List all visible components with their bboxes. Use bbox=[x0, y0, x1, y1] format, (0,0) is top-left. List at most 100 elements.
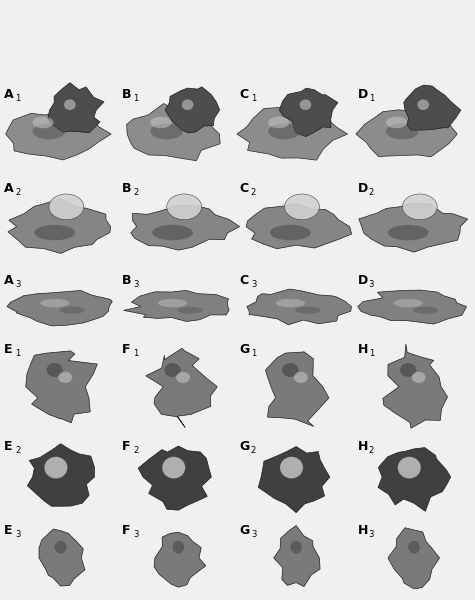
Ellipse shape bbox=[270, 225, 311, 241]
Text: 3: 3 bbox=[369, 530, 374, 539]
Polygon shape bbox=[404, 85, 461, 130]
Polygon shape bbox=[8, 199, 111, 253]
Polygon shape bbox=[154, 532, 206, 587]
Text: C: C bbox=[240, 88, 249, 101]
Ellipse shape bbox=[162, 457, 185, 479]
Ellipse shape bbox=[294, 372, 308, 383]
Ellipse shape bbox=[300, 100, 311, 110]
Text: 3: 3 bbox=[369, 280, 374, 289]
Ellipse shape bbox=[388, 225, 428, 241]
Polygon shape bbox=[358, 290, 466, 324]
Text: 1: 1 bbox=[369, 94, 374, 103]
Polygon shape bbox=[28, 444, 95, 506]
Polygon shape bbox=[7, 290, 112, 326]
Ellipse shape bbox=[400, 363, 416, 377]
Ellipse shape bbox=[47, 363, 63, 377]
Text: H: H bbox=[358, 440, 368, 454]
Ellipse shape bbox=[402, 194, 437, 220]
Text: D: D bbox=[358, 182, 368, 195]
Text: 2: 2 bbox=[133, 446, 138, 455]
Text: G: G bbox=[240, 343, 250, 356]
Ellipse shape bbox=[268, 124, 301, 139]
Text: A: A bbox=[4, 274, 14, 287]
Text: 1: 1 bbox=[251, 349, 256, 358]
Ellipse shape bbox=[33, 117, 54, 128]
Text: 3: 3 bbox=[15, 530, 20, 539]
Polygon shape bbox=[388, 527, 439, 589]
Ellipse shape bbox=[290, 541, 302, 554]
Text: A: A bbox=[4, 182, 14, 195]
Ellipse shape bbox=[394, 299, 423, 307]
Ellipse shape bbox=[276, 299, 305, 307]
Ellipse shape bbox=[152, 225, 193, 241]
Polygon shape bbox=[378, 448, 451, 511]
Text: F: F bbox=[122, 343, 131, 356]
Ellipse shape bbox=[33, 124, 65, 139]
Text: 2: 2 bbox=[15, 188, 20, 197]
Text: E: E bbox=[4, 440, 13, 454]
Ellipse shape bbox=[151, 117, 171, 128]
Text: E: E bbox=[4, 343, 13, 356]
Ellipse shape bbox=[49, 194, 84, 220]
Ellipse shape bbox=[55, 541, 66, 554]
Text: E: E bbox=[4, 524, 13, 538]
Polygon shape bbox=[258, 446, 330, 512]
Ellipse shape bbox=[408, 541, 420, 554]
Ellipse shape bbox=[64, 100, 76, 110]
Text: H: H bbox=[358, 343, 368, 356]
Text: 2: 2 bbox=[251, 446, 256, 455]
Polygon shape bbox=[356, 110, 457, 157]
Ellipse shape bbox=[268, 117, 289, 128]
Polygon shape bbox=[266, 352, 329, 427]
Ellipse shape bbox=[398, 457, 421, 479]
Polygon shape bbox=[124, 290, 229, 322]
Polygon shape bbox=[247, 289, 352, 325]
Text: 3: 3 bbox=[133, 280, 138, 289]
Ellipse shape bbox=[176, 372, 190, 383]
Polygon shape bbox=[6, 110, 111, 160]
Text: 3: 3 bbox=[251, 280, 256, 289]
Ellipse shape bbox=[412, 372, 426, 383]
Ellipse shape bbox=[59, 307, 85, 314]
Text: B: B bbox=[122, 182, 132, 195]
Ellipse shape bbox=[282, 363, 298, 377]
Text: B: B bbox=[122, 274, 132, 287]
Ellipse shape bbox=[386, 117, 407, 128]
Polygon shape bbox=[274, 526, 320, 587]
Ellipse shape bbox=[40, 299, 69, 307]
Ellipse shape bbox=[44, 457, 67, 479]
Polygon shape bbox=[383, 344, 447, 428]
Polygon shape bbox=[138, 446, 211, 510]
Text: 1: 1 bbox=[133, 349, 138, 358]
Text: 1: 1 bbox=[133, 94, 138, 103]
Text: 2: 2 bbox=[251, 188, 256, 197]
Text: 1: 1 bbox=[15, 349, 20, 358]
Ellipse shape bbox=[280, 457, 303, 479]
Text: D: D bbox=[358, 88, 368, 101]
Ellipse shape bbox=[182, 100, 193, 110]
Text: A: A bbox=[4, 88, 14, 101]
Ellipse shape bbox=[164, 363, 180, 377]
Text: 3: 3 bbox=[251, 530, 256, 539]
Text: G: G bbox=[240, 524, 250, 538]
Polygon shape bbox=[39, 529, 85, 586]
Text: 1: 1 bbox=[369, 349, 374, 358]
Polygon shape bbox=[26, 351, 97, 423]
Polygon shape bbox=[127, 104, 220, 161]
Ellipse shape bbox=[167, 194, 202, 220]
Ellipse shape bbox=[151, 124, 183, 139]
Text: D: D bbox=[358, 274, 368, 287]
Text: 2: 2 bbox=[369, 188, 374, 197]
Text: F: F bbox=[122, 524, 131, 538]
Ellipse shape bbox=[295, 307, 321, 314]
Polygon shape bbox=[146, 349, 217, 427]
Text: F: F bbox=[122, 440, 131, 454]
Polygon shape bbox=[165, 87, 219, 133]
Ellipse shape bbox=[386, 124, 418, 139]
Polygon shape bbox=[237, 107, 348, 160]
Ellipse shape bbox=[177, 307, 203, 314]
Polygon shape bbox=[48, 83, 104, 133]
Ellipse shape bbox=[172, 541, 184, 554]
Text: C: C bbox=[240, 274, 249, 287]
Text: 2: 2 bbox=[15, 446, 20, 455]
